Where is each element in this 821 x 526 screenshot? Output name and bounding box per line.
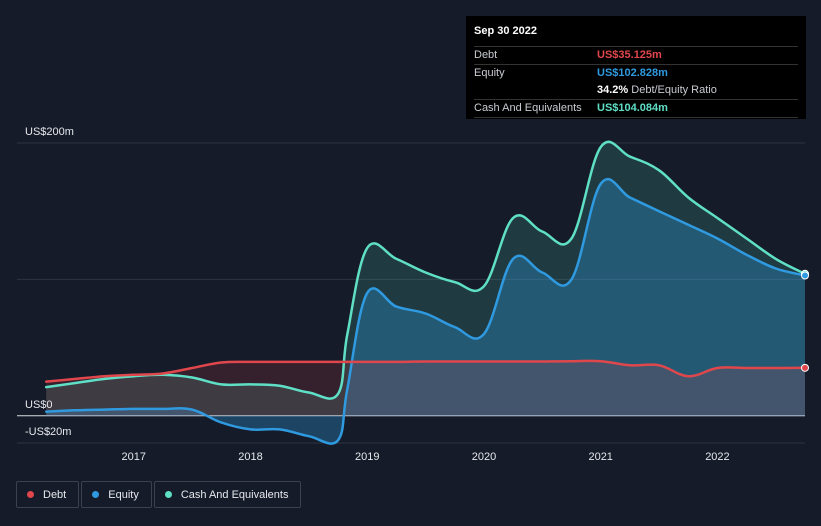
x-tick-label-2019: 2019 (355, 451, 379, 463)
y-tick-label-2: -US$20m (25, 426, 71, 438)
area-debt (46, 360, 805, 416)
line-equity (44, 177, 807, 445)
y-tick-label-0: US$200m (25, 126, 74, 138)
end-marker-debt (801, 363, 809, 372)
legend: Debt Equity Cash And Equivalents (16, 481, 303, 510)
tooltip-ratio-spacer (474, 82, 597, 99)
y-axis-labels: US$200m US$0 -US$20m (25, 126, 74, 438)
legend-dot-cash (164, 491, 172, 498)
tooltip-equity-label: Equity (474, 67, 505, 79)
legend-item-cash[interactable]: Cash And Equivalents (153, 481, 302, 508)
x-axis-labels: 2017 2018 2019 2020 2021 2022 (121, 451, 729, 463)
tooltip-cash-value: US$104.084m (597, 102, 668, 114)
x-tick-label-2018: 2018 (238, 451, 262, 463)
tooltip-ratio: 34.2% Debt/Equity Ratio (597, 82, 717, 99)
end-marker-equity (801, 271, 809, 280)
tooltip-ratio-value: 34.2% (597, 84, 629, 96)
series-lines (44, 140, 807, 445)
tooltip-cash-row: Cash And Equivalents US$104.084m (474, 100, 798, 118)
tooltip-date: Sep 30 2022 (474, 24, 798, 47)
tooltip-ratio-row: 34.2% Debt/Equity Ratio (474, 82, 798, 100)
x-tick-label-2017: 2017 (121, 451, 145, 463)
tooltip-equity-value: US$102.828m (597, 67, 668, 79)
legend-item-debt[interactable]: Debt (16, 481, 80, 508)
tooltip-ratio-label: Debt/Equity Ratio (631, 84, 717, 96)
x-tick-label-2022: 2022 (705, 451, 729, 463)
end-markers (801, 269, 809, 372)
legend-item-equity[interactable]: Equity (81, 481, 152, 508)
tooltip-debt-value: US$35.125m (597, 49, 662, 61)
series-areas (46, 141, 805, 444)
tooltip-debt-label: Debt (474, 49, 498, 61)
legend-label-debt: Debt (43, 488, 67, 501)
tooltip-panel: Sep 30 2022 Debt US$35.125m Equity US$10… (466, 16, 806, 119)
legend-dot-debt (27, 491, 34, 498)
area-cash-and-equivalents (46, 141, 805, 416)
tooltip-debt-row: Debt US$35.125m (474, 47, 798, 65)
y-tick-label-1: US$0 (25, 399, 53, 411)
legend-label-cash: Cash And Equivalents (180, 488, 289, 501)
tooltip-cash-label: Cash And Equivalents (474, 102, 582, 114)
legend-dot-equity (92, 491, 100, 498)
tooltip-equity-row: Equity US$102.828m (474, 65, 798, 82)
line-debt (44, 359, 807, 383)
x-tick-label-2021: 2021 (588, 451, 612, 463)
area-equity (46, 179, 805, 444)
line-cash-and-equivalents (44, 140, 807, 400)
grid-lines (17, 142, 805, 444)
legend-label-equity: Equity (108, 488, 139, 501)
x-tick-label-2020: 2020 (472, 451, 496, 463)
